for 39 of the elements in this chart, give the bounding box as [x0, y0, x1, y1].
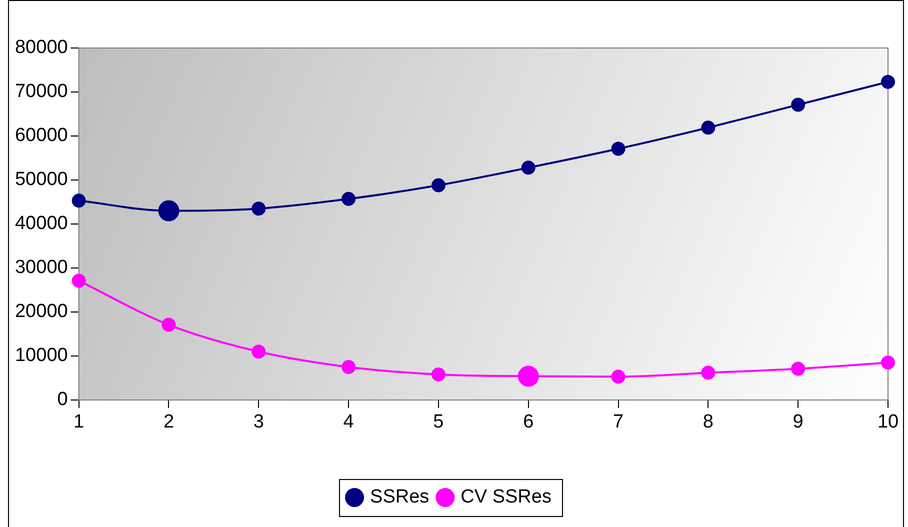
- point: [881, 356, 895, 370]
- point: [162, 318, 176, 332]
- x-tick-label: 6: [523, 412, 534, 433]
- x-tick-label: 9: [792, 412, 804, 433]
- point: [252, 202, 266, 216]
- point: [791, 362, 806, 376]
- y-tick-label: 40000: [14, 213, 68, 234]
- point: [611, 142, 626, 156]
- point: [431, 178, 446, 192]
- point: [342, 360, 356, 374]
- x-tick-label: 10: [877, 412, 899, 433]
- point: [342, 192, 356, 206]
- x-tick-label: 4: [343, 412, 354, 433]
- point: [701, 366, 716, 380]
- point: [72, 194, 86, 208]
- x-tick-label: 1: [74, 412, 84, 433]
- point: [431, 367, 446, 382]
- point: [791, 98, 806, 112]
- y-tick-label: 60000: [14, 125, 68, 146]
- y-tick-label: 30000: [14, 257, 68, 278]
- legend-label: CV SSRes: [460, 486, 552, 508]
- point: [72, 274, 86, 288]
- x-tick-label: 7: [612, 412, 624, 433]
- point: [881, 74, 895, 89]
- x-tick-label: 3: [253, 412, 264, 433]
- y-tick-label: 20000: [14, 301, 68, 322]
- point: [252, 344, 266, 359]
- point: [701, 120, 716, 135]
- legend-label: SSRes: [370, 486, 430, 508]
- y-tick-label: 0: [57, 389, 68, 410]
- x-tick-label: 8: [702, 412, 714, 433]
- x-tick-label: 5: [433, 412, 444, 433]
- y-tick-label: 70000: [14, 81, 68, 102]
- point: [611, 370, 626, 384]
- point: [521, 160, 536, 175]
- y-tick-label: 50000: [14, 169, 68, 190]
- y-tick-label: 80000: [14, 37, 68, 58]
- x-tick-label: 2: [163, 412, 174, 433]
- y-tick-label: 10000: [14, 345, 68, 366]
